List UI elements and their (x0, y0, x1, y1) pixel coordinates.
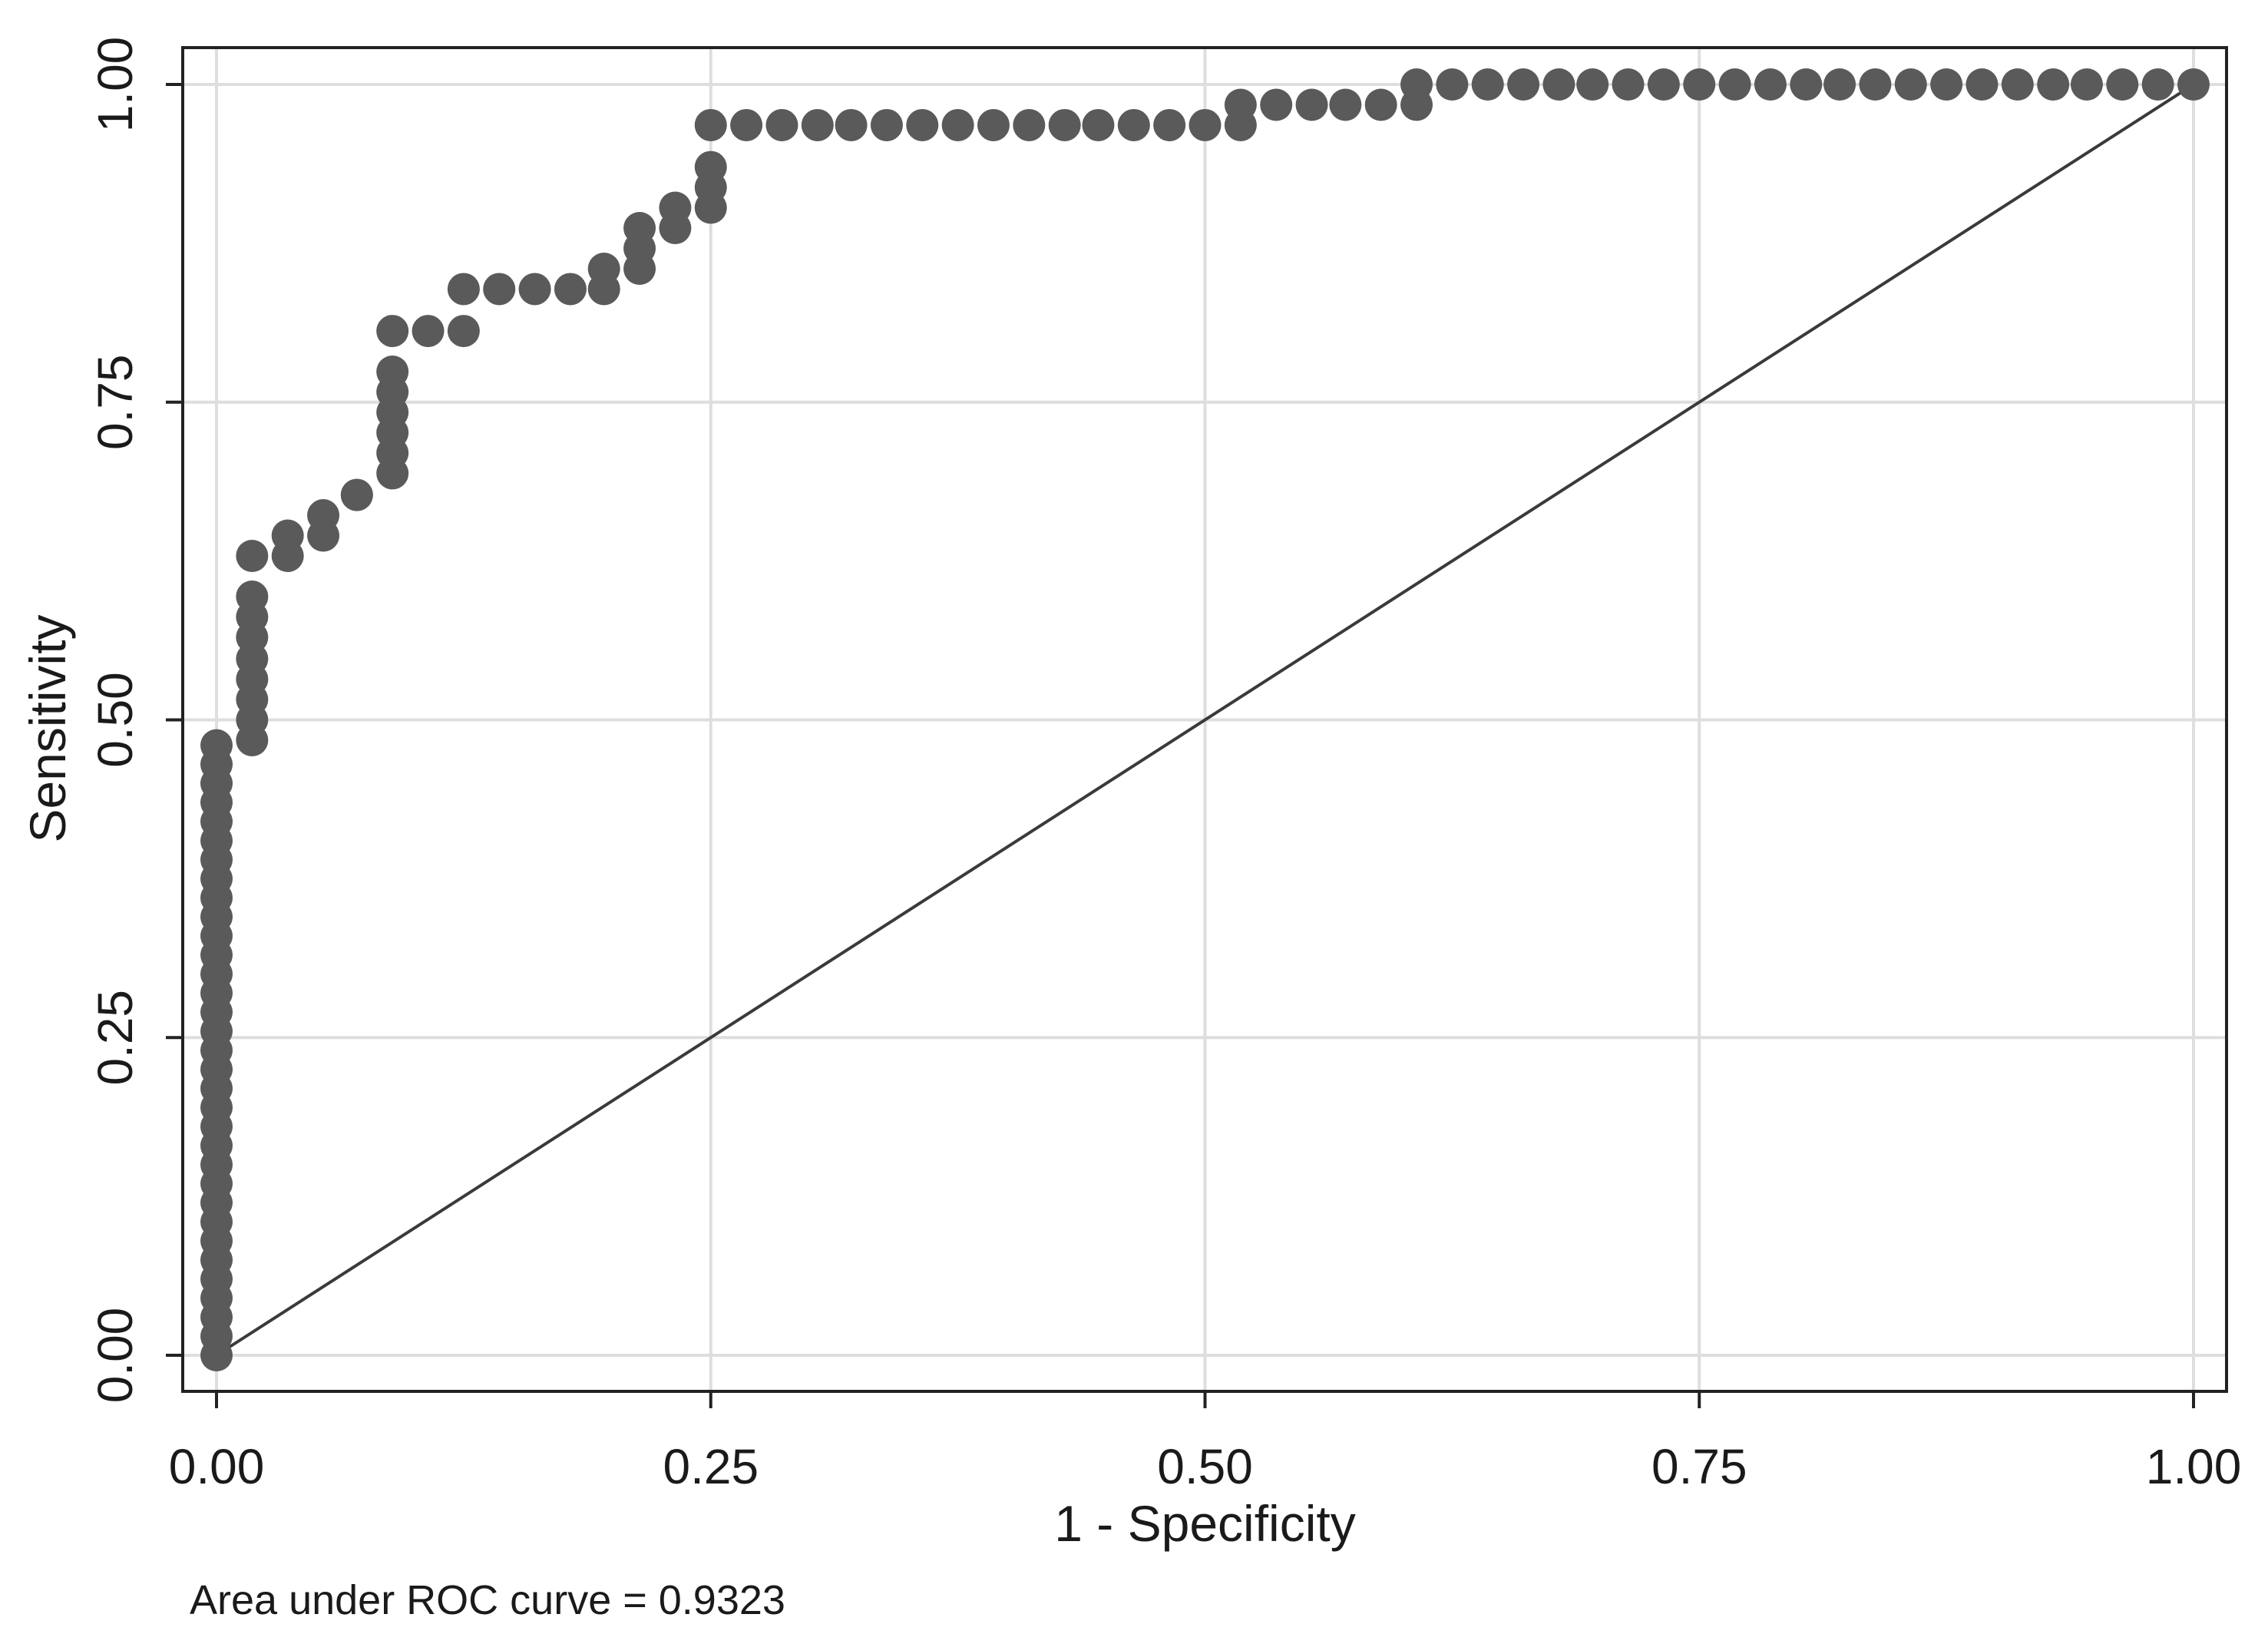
x-tick-label: 0.75 (1651, 1439, 1747, 1494)
roc-point (340, 478, 373, 511)
roc-point (2001, 68, 2034, 101)
roc-point (200, 729, 233, 762)
roc-point (483, 273, 516, 306)
roc-point (1718, 68, 1751, 101)
y-tick-label: 0.25 (88, 990, 143, 1086)
roc-point (1471, 68, 1504, 101)
roc-point (1436, 68, 1469, 101)
roc-point (2177, 68, 2210, 101)
roc-point (1295, 88, 1328, 121)
roc-point (906, 108, 939, 141)
roc-point (801, 108, 834, 141)
roc-point (447, 273, 480, 306)
roc-point (730, 108, 763, 141)
roc-point (236, 540, 269, 573)
auc-note: Area under ROC curve = 0.9323 (190, 1577, 785, 1623)
x-tick-label: 0.25 (663, 1439, 759, 1494)
roc-point (1683, 68, 1716, 101)
roc-point (271, 519, 304, 552)
y-axis-ticks: 0.00 0.25 0.50 0.75 1.00 (88, 37, 183, 1404)
roc-point (376, 356, 409, 389)
y-tick-label: 1.00 (88, 37, 143, 133)
roc-point (2037, 68, 2070, 101)
roc-point (1260, 88, 1293, 121)
roc-point (835, 108, 868, 141)
roc-point (977, 108, 1010, 141)
roc-point (1364, 88, 1397, 121)
roc-point (941, 108, 974, 141)
roc-point (587, 252, 620, 285)
roc-point (659, 191, 692, 224)
roc-point (1542, 68, 1575, 101)
roc-point (1224, 88, 1257, 121)
roc-point (1082, 108, 1115, 141)
roc-point (307, 499, 340, 532)
roc-point (518, 273, 551, 306)
roc-point (2106, 68, 2139, 101)
y-tick-label: 0.75 (88, 354, 143, 450)
roc-points (200, 68, 2210, 1371)
roc-point (1930, 68, 1963, 101)
roc-point (1329, 88, 1362, 121)
roc-point (870, 108, 903, 141)
roc-point (1859, 68, 1892, 101)
roc-point (447, 315, 480, 348)
roc-point (2070, 68, 2103, 101)
roc-point (623, 212, 656, 245)
roc-point (1612, 68, 1645, 101)
roc-point (1117, 108, 1150, 141)
roc-point (1189, 108, 1222, 141)
x-axis-ticks: 0.00 0.25 0.50 0.75 1.00 (169, 1391, 2242, 1494)
roc-point (1576, 68, 1609, 101)
roc-point (694, 108, 727, 141)
roc-point (1790, 68, 1823, 101)
x-tick-label: 0.00 (169, 1439, 265, 1494)
roc-point (1153, 108, 1186, 141)
y-tick-label: 0.50 (88, 672, 143, 768)
roc-point (1507, 68, 1540, 101)
roc-point (765, 108, 798, 141)
roc-point (1965, 68, 1999, 101)
roc-point (554, 273, 587, 306)
roc-point (1400, 68, 1433, 101)
roc-point (376, 315, 409, 348)
y-axis-title: Sensitivity (19, 614, 76, 842)
roc-point (2141, 68, 2174, 101)
roc-point (1647, 68, 1680, 101)
x-tick-label: 1.00 (2146, 1439, 2242, 1494)
roc-point (1048, 108, 1081, 141)
x-axis-title: 1 - Specificity (1054, 1495, 1355, 1552)
roc-point (236, 580, 269, 613)
roc-point (1754, 68, 1787, 101)
reference-diagonal-line (215, 83, 2195, 1357)
roc-point (694, 150, 727, 184)
y-tick-label: 0.00 (88, 1308, 143, 1404)
roc-point (1894, 68, 1927, 101)
x-tick-label: 0.50 (1157, 1439, 1253, 1494)
roc-point (1013, 108, 1046, 141)
roc-point (412, 315, 445, 348)
roc-point (1823, 68, 1856, 101)
